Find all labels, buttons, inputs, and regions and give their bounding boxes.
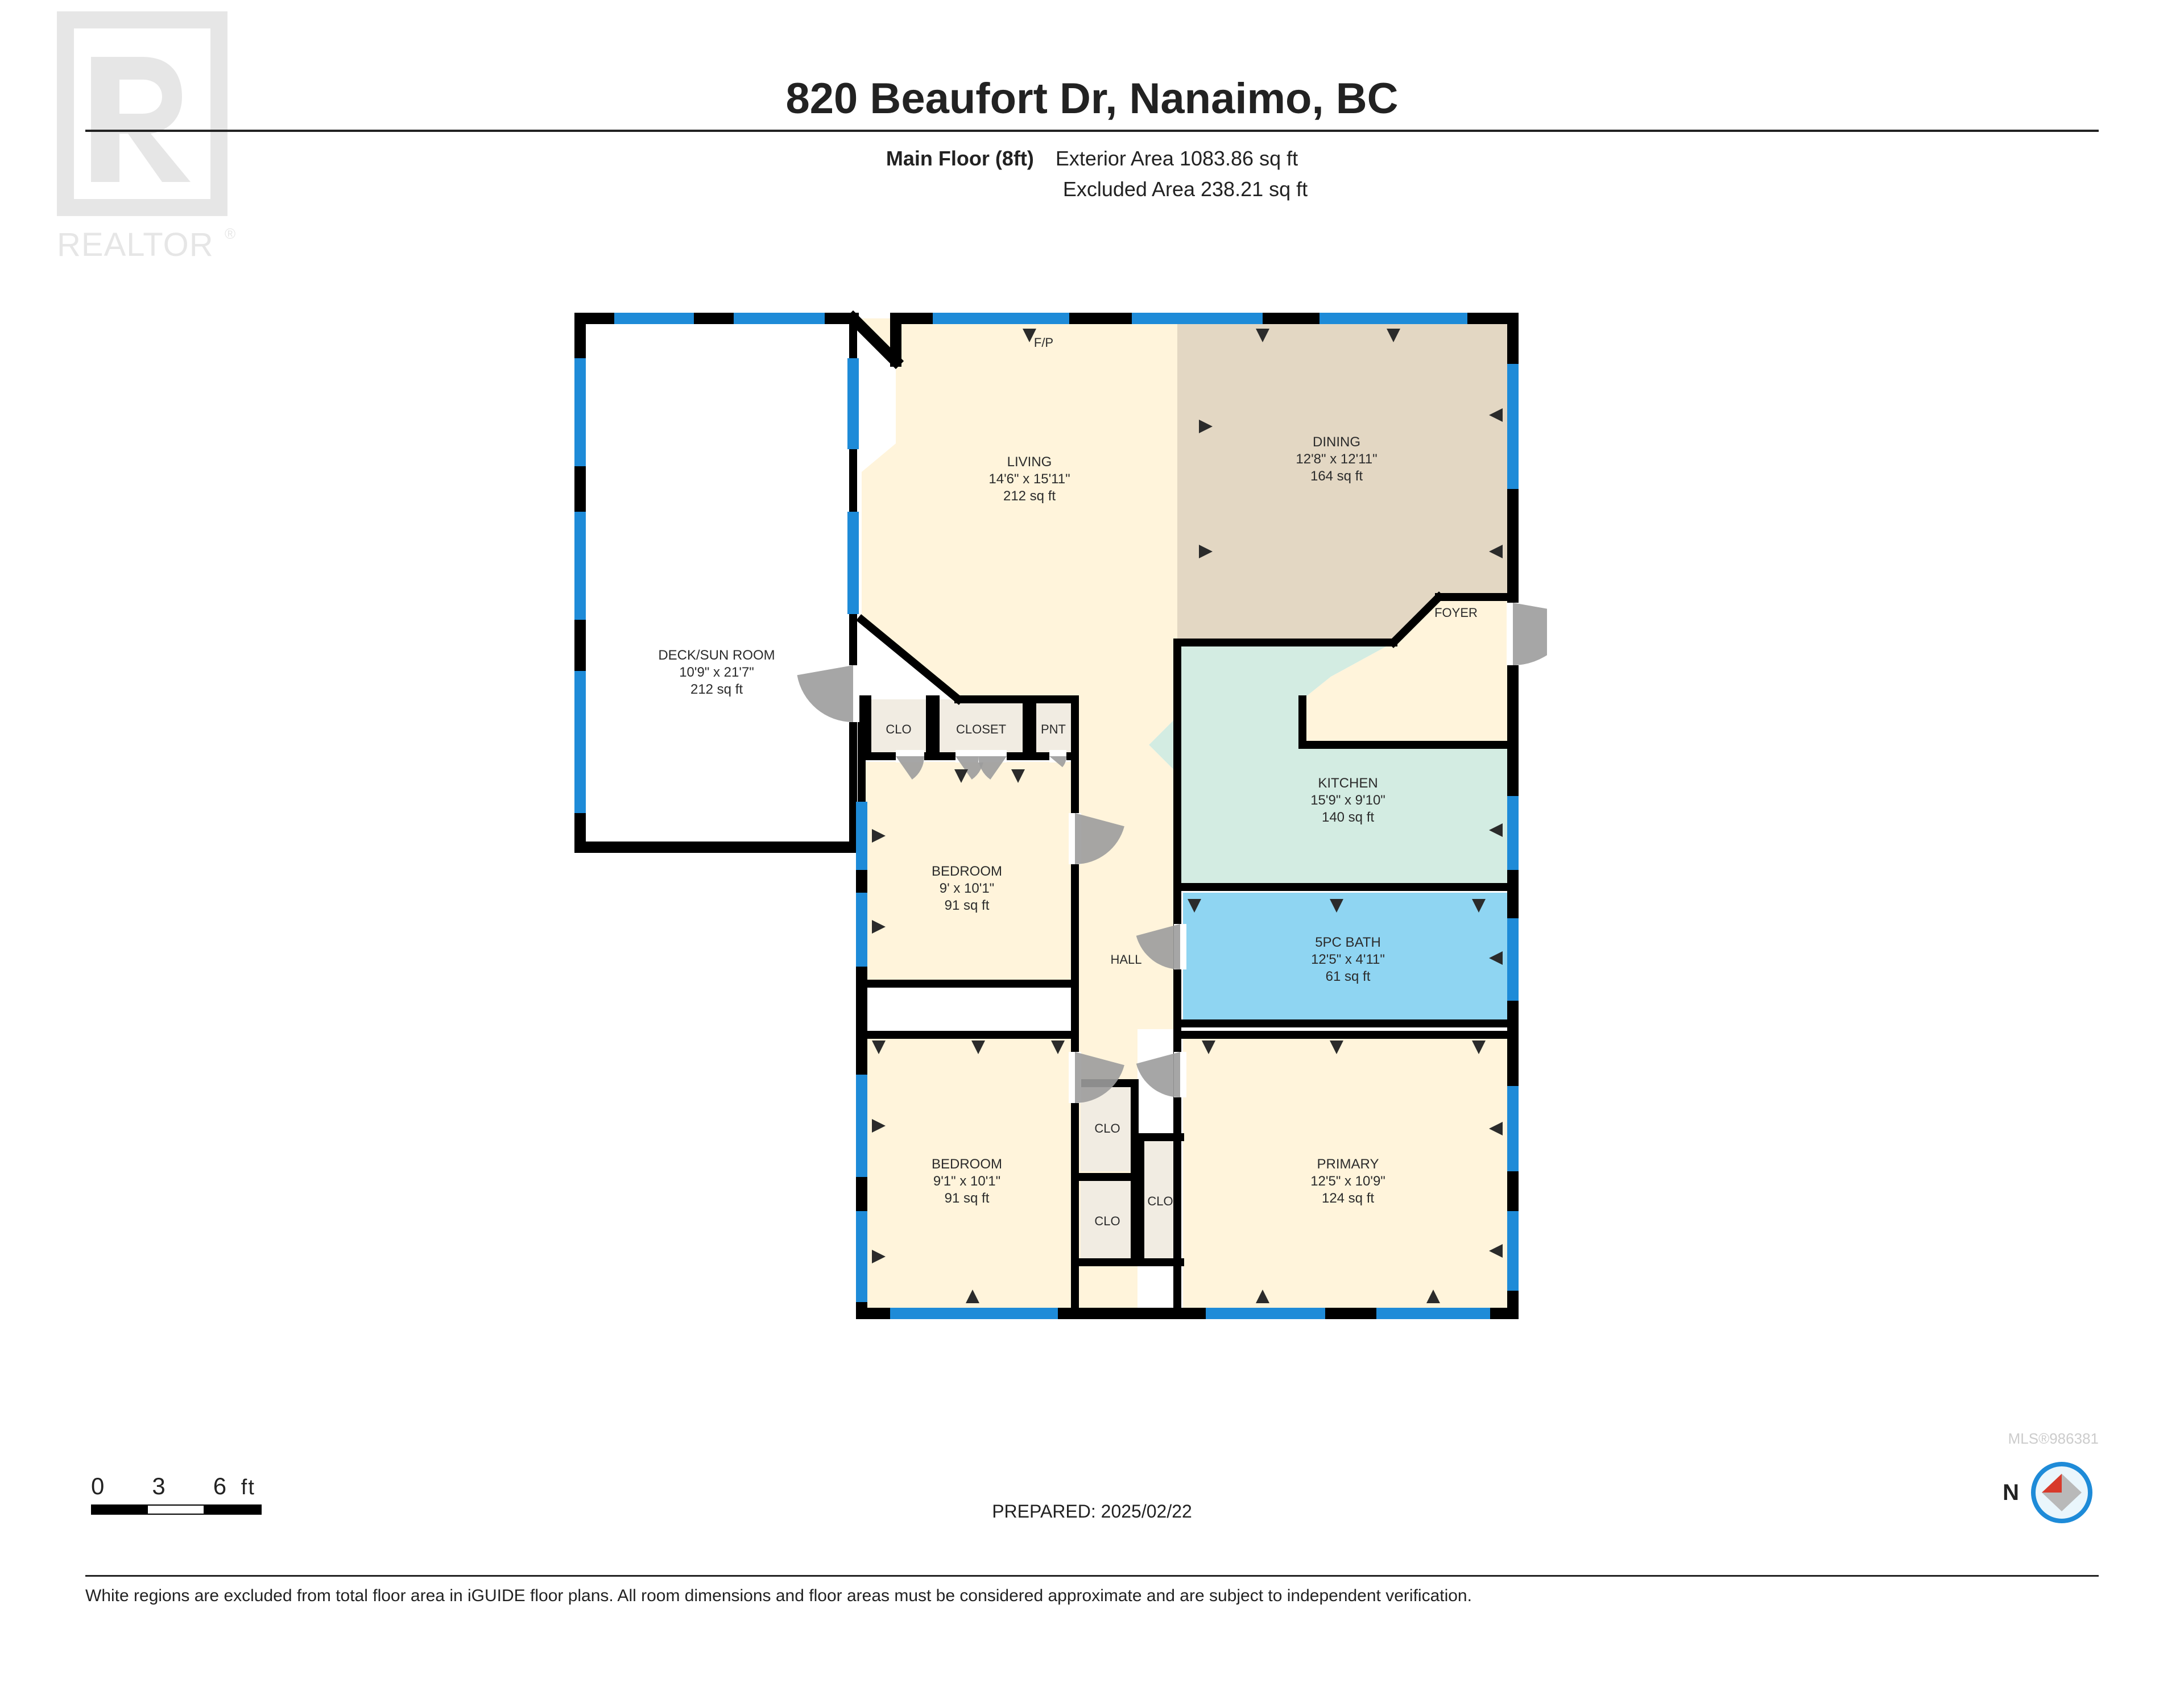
room-label-closet: CLOSET: [956, 722, 1006, 736]
room-label-clo_h3: CLO: [1147, 1194, 1173, 1208]
room-area-living: 212 sq ft: [1003, 488, 1056, 504]
room-dim-living: 14'6" x 15'11": [988, 471, 1070, 487]
room-dim-deck: 10'9" x 21'7": [679, 665, 754, 680]
room-label-clo_h2: CLO: [1094, 1214, 1120, 1228]
room-label-living: LIVING: [1007, 454, 1052, 470]
fireplace-label: F/P: [1034, 335, 1053, 350]
room-label-clo_h1: CLO: [1094, 1121, 1120, 1135]
room-area-bedroom1: 91 sq ft: [945, 898, 990, 913]
realtor-watermark: REALTOR ®: [57, 11, 262, 279]
room-dim-kitchen: 15'9" x 9'10": [1310, 793, 1385, 808]
floor-plan: DECK/SUN ROOM 10'9" x 21'7" 212 sq ft LIVIN…: [569, 296, 1547, 1322]
compass-label: N: [2003, 1480, 2019, 1506]
room-area-bath: 61 sq ft: [1326, 969, 1371, 984]
room-label-bedroom1: BEDROOM: [932, 864, 1002, 879]
room-label-foyer: FOYER: [1434, 606, 1478, 620]
page-title: 820 Beaufort Dr, Nanaimo, BC: [0, 74, 2184, 123]
room-area-kitchen: 140 sq ft: [1322, 810, 1374, 825]
watermark-registered: ®: [225, 225, 235, 242]
room-dim-bedroom2: 9'1" x 10'1": [933, 1174, 1000, 1189]
exterior-area: Exterior Area 1083.86 sq ft: [1056, 147, 1298, 170]
compass: N: [2003, 1461, 2093, 1524]
room-label-dining: DINING: [1313, 434, 1360, 450]
floor-label: Main Floor (8ft): [886, 147, 1034, 170]
room-label-kitchen: KITCHEN: [1318, 776, 1378, 791]
room-area-deck: 212 sq ft: [690, 682, 743, 697]
subheader-line2: Excluded Area 238.21 sq ft: [0, 177, 2184, 201]
room-dim-primary: 12'5" x 10'9": [1310, 1174, 1385, 1189]
compass-icon: [2030, 1461, 2093, 1524]
room-label-primary: PRIMARY: [1317, 1157, 1379, 1172]
footer-rule: [85, 1575, 2099, 1577]
room-label-pnt: PNT: [1041, 722, 1066, 736]
room-label-bath: 5PC BATH: [1315, 935, 1381, 950]
room-label-clo_l: CLO: [886, 722, 911, 736]
room-dim-dining: 12'8" x 12'11": [1296, 451, 1377, 467]
scale-tick-2: 6: [213, 1473, 228, 1499]
room-area-dining: 164 sq ft: [1310, 469, 1363, 484]
disclaimer: White regions are excluded from total fl…: [85, 1586, 2099, 1606]
scale-tick-1: 3: [152, 1473, 166, 1499]
room-dim-bedroom1: 9' x 10'1": [940, 881, 994, 896]
prepared-date: PREPARED: 2025/02/22: [0, 1501, 2184, 1522]
subheader-line1: Main Floor (8ft) Exterior Area 1083.86 s…: [0, 147, 2184, 171]
excluded-area: Excluded Area 238.21 sq ft: [1063, 177, 1308, 201]
room-dim-bath: 12'5" x 4'11": [1311, 952, 1385, 967]
door-swing: [1136, 1052, 1180, 1097]
room-area-primary: 124 sq ft: [1322, 1191, 1374, 1206]
room-label-bedroom2: BEDROOM: [932, 1157, 1002, 1172]
room-deck: [580, 318, 853, 847]
scale-unit: ft: [241, 1475, 255, 1499]
watermark-text: REALTOR: [57, 226, 214, 263]
room-label-hall: HALL: [1110, 952, 1141, 967]
door-swing: [1513, 603, 1547, 665]
room-area-bedroom2: 91 sq ft: [945, 1191, 990, 1206]
title-rule: [85, 130, 2099, 132]
room-label-deck: DECK/SUN ROOM: [658, 648, 775, 663]
scale-tick-0: 0: [91, 1473, 105, 1499]
mls-number: MLS®986381: [2008, 1430, 2099, 1448]
